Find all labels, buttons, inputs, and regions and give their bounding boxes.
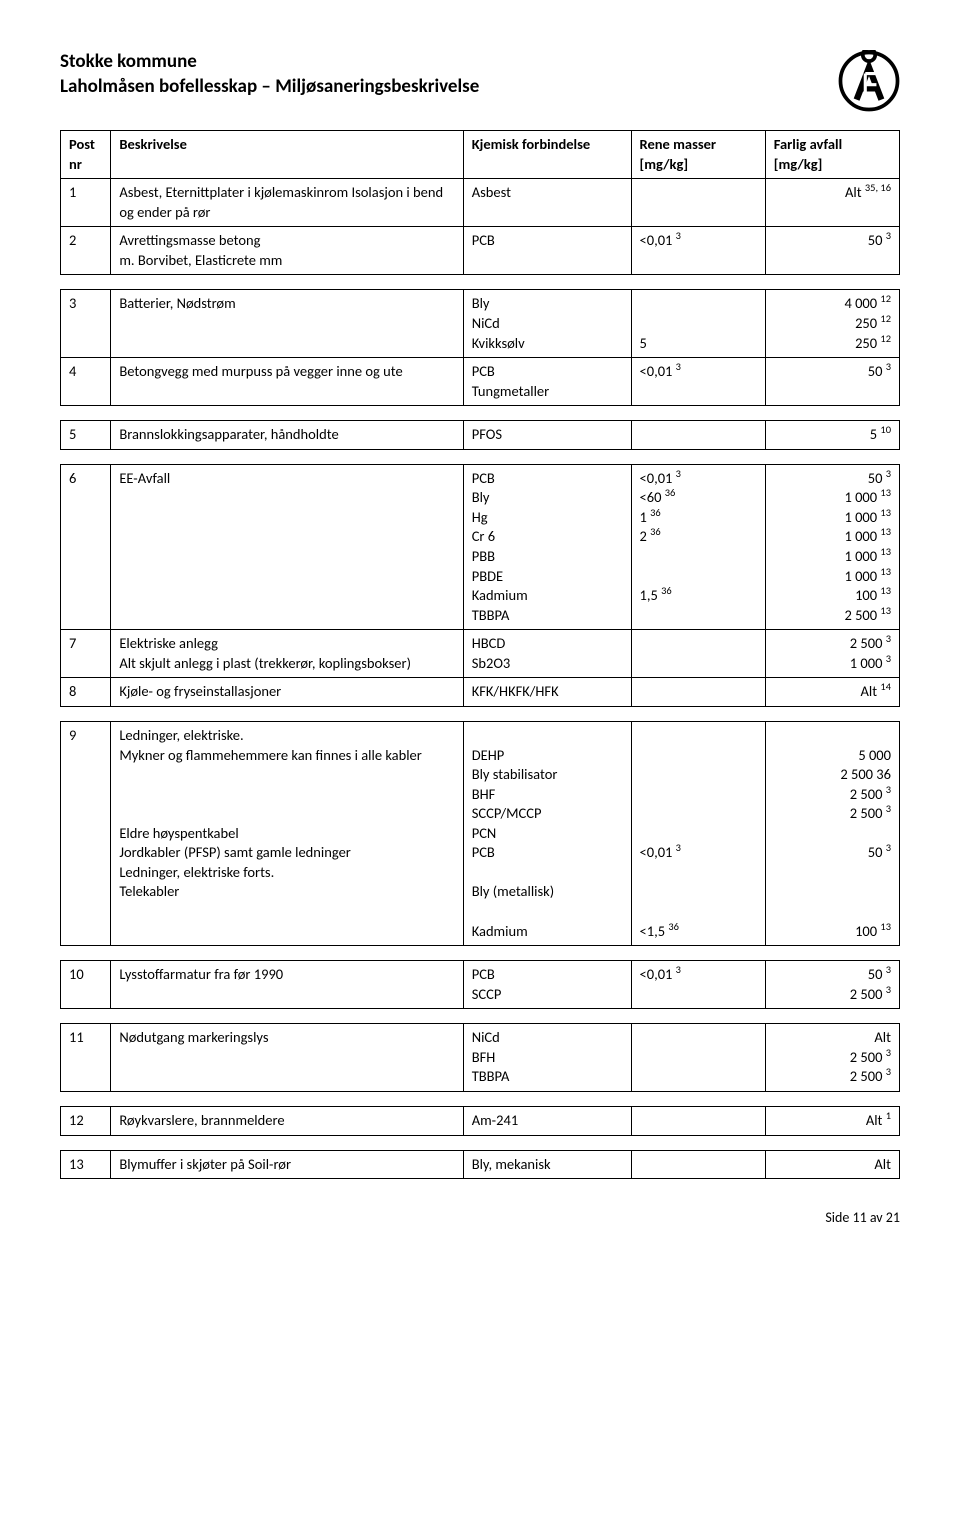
table-row: 6 EE-Avfall PCBBlyHgCr 6PBBPBDEKadmiumTB… (61, 464, 900, 630)
cell-rene: <0,01 3<60 361 362 361,5 36 (631, 464, 765, 630)
cell-farlig: 4 000 12250 12250 12 (765, 290, 899, 358)
spacer-row (61, 449, 900, 464)
cell-chem: PCBSCCP (463, 961, 631, 1009)
cell-desc: Brannslokkingsapparater, håndholdte (111, 421, 463, 450)
cell-farlig: 50 3 (765, 227, 899, 275)
page-footer: Side 11 av 21 (60, 1209, 900, 1226)
cell-rene (631, 179, 765, 227)
spacer-row (61, 1091, 900, 1106)
cell-chem: DEHPBly stabilisatorBHFSCCP/MCCPPCNPCBBl… (463, 721, 631, 945)
col-kjemisk: Kjemisk forbindelse (463, 131, 631, 179)
spacer-row (61, 406, 900, 421)
cell-nr: 11 (61, 1024, 111, 1092)
cell-desc: Betongvegg med murpuss på vegger inne og… (111, 358, 463, 406)
spacer-row (61, 275, 900, 290)
cell-nr: 10 (61, 961, 111, 1009)
cell-chem: PCB (463, 227, 631, 275)
table-row: 13 Blymuffer i skjøter på Soil-rør Bly, … (61, 1150, 900, 1179)
table-row: 10 Lysstoffarmatur fra før 1990 PCBSCCP … (61, 961, 900, 1009)
cell-farlig: 5 0002 500 362 500 32 500 350 3100 13 (765, 721, 899, 945)
cell-nr: 4 (61, 358, 111, 406)
table-row: 4 Betongvegg med murpuss på vegger inne … (61, 358, 900, 406)
cell-farlig: 2 500 31 000 3 (765, 630, 899, 678)
company-logo-icon (838, 50, 900, 112)
cell-chem: PCBBlyHgCr 6PBBPBDEKadmiumTBBPA (463, 464, 631, 630)
cell-rene (631, 421, 765, 450)
cell-nr: 13 (61, 1150, 111, 1179)
cell-desc: Nødutgang markeringslys (111, 1024, 463, 1092)
cell-farlig: 50 31 000 131 000 131 000 131 000 131 00… (765, 464, 899, 630)
spacer-row (61, 1135, 900, 1150)
cell-rene (631, 1106, 765, 1135)
cell-farlig: 50 32 500 3 (765, 961, 899, 1009)
cell-rene: <0,01 3 (631, 961, 765, 1009)
table-row: 3 Batterier, Nødstrøm BlyNiCdKvikksølv 5… (61, 290, 900, 358)
cell-desc: Elektriske anleggAlt skjult anlegg i pla… (111, 630, 463, 678)
cell-desc: EE-Avfall (111, 464, 463, 630)
cell-desc: Asbest, Eternittplater i kjølemaskinrom … (111, 179, 463, 227)
cell-desc: Lysstoffarmatur fra før 1990 (111, 961, 463, 1009)
header-line1: Stokke kommune (60, 50, 479, 75)
cell-chem: Asbest (463, 179, 631, 227)
cell-rene (631, 1150, 765, 1179)
cell-rene (631, 630, 765, 678)
cell-farlig: 50 3 (765, 358, 899, 406)
col-post-nr: Post nr (61, 131, 111, 179)
cell-farlig: Alt2 500 32 500 3 (765, 1024, 899, 1092)
cell-farlig: Alt 35, 16 (765, 179, 899, 227)
cell-rene: 5 (631, 290, 765, 358)
table-row: 12 Røykvarslere, brannmeldere Am-241 Alt… (61, 1106, 900, 1135)
cell-desc: Blymuffer i skjøter på Soil-rør (111, 1150, 463, 1179)
cell-nr: 12 (61, 1106, 111, 1135)
cell-nr: 7 (61, 630, 111, 678)
cell-rene: <0,01 3 (631, 227, 765, 275)
cell-chem: Am-241 (463, 1106, 631, 1135)
table-row: 2 Avrettingsmasse betongm. Borvibet, Ela… (61, 227, 900, 275)
cell-nr: 6 (61, 464, 111, 630)
cell-rene (631, 678, 765, 707)
cell-chem: NiCdBFHTBBPA (463, 1024, 631, 1092)
spacer-row (61, 946, 900, 961)
header-line2: Laholmåsen bofellesskap – Miljøsanerings… (60, 75, 479, 100)
cell-rene (631, 1024, 765, 1092)
cell-chem: PCBTungmetaller (463, 358, 631, 406)
page-header: Stokke kommune Laholmåsen bofellesskap –… (60, 50, 900, 112)
cell-nr: 1 (61, 179, 111, 227)
table-row: 9 Ledninger, elektriske.Mykner og flamme… (61, 721, 900, 945)
cell-farlig: Alt 1 (765, 1106, 899, 1135)
cell-nr: 5 (61, 421, 111, 450)
cell-desc: Ledninger, elektriske.Mykner og flammehe… (111, 721, 463, 945)
cell-nr: 3 (61, 290, 111, 358)
cell-nr: 8 (61, 678, 111, 707)
cell-farlig: Alt 14 (765, 678, 899, 707)
cell-nr: 9 (61, 721, 111, 945)
col-rene: Rene masser [mg/kg] (631, 131, 765, 179)
table-row: 11 Nødutgang markeringslys NiCdBFHTBBPA … (61, 1024, 900, 1092)
cell-rene: <0,01 3<1,5 36 (631, 721, 765, 945)
cell-desc: Batterier, Nødstrøm (111, 290, 463, 358)
cell-desc: Kjøle- og fryseinstallasjoner (111, 678, 463, 707)
cell-farlig: 5 10 (765, 421, 899, 450)
col-beskrivelse: Beskrivelse (111, 131, 463, 179)
cell-rene: <0,01 3 (631, 358, 765, 406)
cell-farlig: Alt (765, 1150, 899, 1179)
header-row: Post nr Beskrivelse Kjemisk forbindelse … (61, 131, 900, 179)
cell-chem: HBCDSb2O3 (463, 630, 631, 678)
cell-chem: BlyNiCdKvikksølv (463, 290, 631, 358)
cell-chem: Bly, mekanisk (463, 1150, 631, 1179)
col-farlig: Farlig avfall [mg/kg] (765, 131, 899, 179)
spacer-row (61, 1009, 900, 1024)
cell-desc: Avrettingsmasse betongm. Borvibet, Elast… (111, 227, 463, 275)
table-row: 5 Brannslokkingsapparater, håndholdte PF… (61, 421, 900, 450)
table-row: 8 Kjøle- og fryseinstallasjoner KFK/HKFK… (61, 678, 900, 707)
header-titles: Stokke kommune Laholmåsen bofellesskap –… (60, 50, 479, 99)
table-row: 1 Asbest, Eternittplater i kjølemaskinro… (61, 179, 900, 227)
cell-chem: KFK/HKFK/HFK (463, 678, 631, 707)
cell-chem: PFOS (463, 421, 631, 450)
cell-desc: Røykvarslere, brannmeldere (111, 1106, 463, 1135)
table-row: 7 Elektriske anleggAlt skjult anlegg i p… (61, 630, 900, 678)
main-table: Post nr Beskrivelse Kjemisk forbindelse … (60, 130, 900, 1179)
spacer-row (61, 706, 900, 721)
cell-nr: 2 (61, 227, 111, 275)
